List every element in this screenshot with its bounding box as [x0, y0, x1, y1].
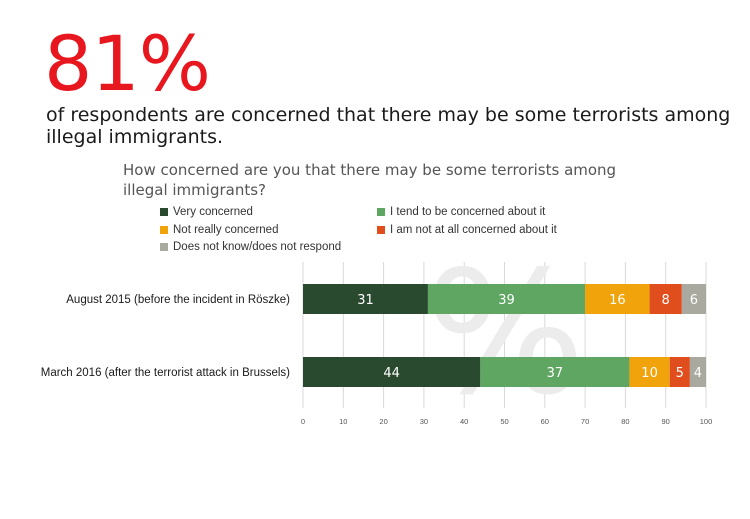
legend-item-not-really-concerned: Not really concerned — [160, 224, 278, 236]
legend-label: Not really concerned — [173, 224, 279, 236]
data-label: 37 — [547, 366, 564, 381]
data-label: 10 — [641, 366, 658, 381]
x-tick-label: 100 — [700, 417, 713, 426]
data-label: 8 — [662, 293, 670, 308]
x-tick-label: 40 — [460, 417, 468, 426]
x-tick-label: 20 — [379, 417, 387, 426]
data-label: 44 — [383, 366, 400, 381]
data-label: 16 — [609, 293, 626, 308]
legend-swatch — [377, 208, 385, 216]
bar-segment — [629, 357, 670, 387]
bar-segment — [681, 284, 706, 314]
bar-segment — [480, 357, 630, 387]
x-tick-label: 0 — [301, 417, 305, 426]
x-tick-label: 90 — [662, 417, 670, 426]
category-label: August 2015 (before the incident in Rösz… — [66, 294, 290, 306]
data-label: 5 — [676, 366, 684, 381]
legend-label: I tend to be concerned about it — [390, 206, 546, 218]
legend-item-does-not-know: Does not know/does not respond — [160, 241, 341, 253]
headline-text: of respondents are concerned that there … — [46, 104, 731, 148]
legend-label: Very concerned — [173, 206, 253, 218]
bar-segment — [669, 357, 690, 387]
legend-item-not-at-all-concerned: I am not at all concerned about it — [377, 224, 557, 236]
x-tick-label: 10 — [339, 417, 347, 426]
data-label: 39 — [498, 293, 515, 308]
x-tick-label: 60 — [541, 417, 549, 426]
data-label: 31 — [357, 293, 374, 308]
chart-question: How concerned are you that there may be … — [123, 161, 617, 199]
bar-segment — [689, 357, 706, 387]
legend-item-tend-to-be-concerned: I tend to be concerned about it — [377, 206, 545, 218]
bar-segment — [649, 284, 682, 314]
legend-label: Does not know/does not respond — [173, 241, 342, 253]
x-tick-label: 70 — [581, 417, 589, 426]
legend-swatch — [160, 208, 168, 216]
legend-item-very-concerned: Very concerned — [160, 206, 253, 218]
legend-swatch — [377, 226, 385, 234]
bar-segment — [303, 284, 428, 314]
headline-percent: 81% — [44, 19, 211, 108]
legend-swatch — [160, 226, 168, 234]
bar-segment — [303, 357, 481, 387]
bar-segment — [585, 284, 650, 314]
x-tick-label: 30 — [420, 417, 428, 426]
x-tick-label: 50 — [500, 417, 508, 426]
category-label: March 2016 (after the terrorist attack i… — [41, 367, 290, 379]
data-label: 4 — [694, 366, 702, 381]
bar-segment — [427, 284, 586, 314]
x-tick-label: 80 — [621, 417, 629, 426]
data-label: 6 — [690, 293, 698, 308]
legend-swatch — [160, 243, 168, 251]
legend-label: I am not at all concerned about it — [390, 224, 557, 236]
watermark-percent-glyph: % — [424, 235, 586, 433]
